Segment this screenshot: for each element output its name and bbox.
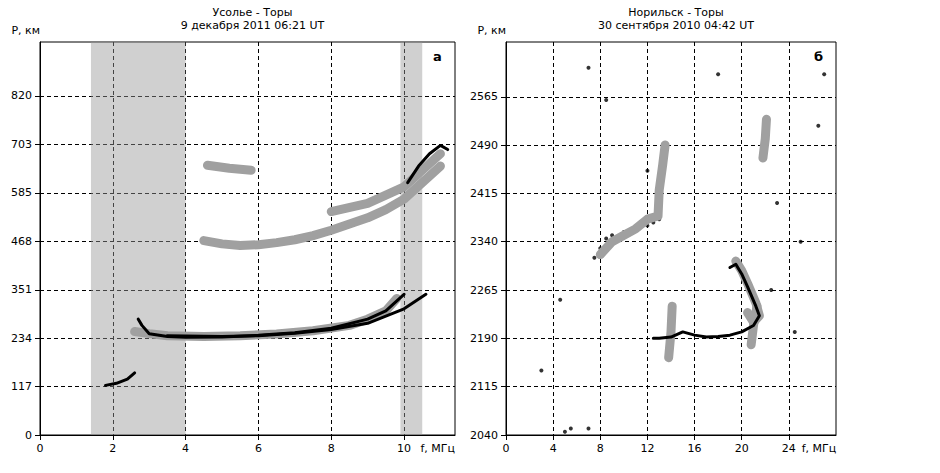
- svg-text:351: 351: [11, 283, 32, 296]
- svg-text:4: 4: [550, 442, 557, 455]
- svg-text:2: 2: [109, 442, 116, 455]
- svg-text:б: б: [814, 49, 823, 64]
- svg-text:0: 0: [503, 442, 510, 455]
- svg-text:8: 8: [597, 442, 604, 455]
- svg-text:0: 0: [37, 442, 44, 455]
- svg-text:117: 117: [11, 380, 32, 393]
- svg-text:9 декабря 2011 06:21 UT: 9 декабря 2011 06:21 UT: [181, 19, 325, 32]
- svg-text:4: 4: [182, 442, 189, 455]
- svg-text:585: 585: [11, 186, 32, 199]
- svg-text:P, км: P, км: [11, 24, 40, 37]
- svg-text:2190: 2190: [470, 332, 498, 345]
- svg-text:12: 12: [640, 442, 654, 455]
- svg-text:2340: 2340: [470, 235, 498, 248]
- svg-text:f, МГц: f, МГц: [802, 442, 837, 455]
- svg-text:8: 8: [328, 442, 335, 455]
- svg-text:Усолье - Торы: Усолье - Торы: [213, 6, 293, 19]
- svg-text:10: 10: [397, 442, 411, 455]
- svg-text:2415: 2415: [470, 187, 498, 200]
- svg-text:16: 16: [688, 442, 702, 455]
- svg-text:Норильск - Торы: Норильск - Торы: [628, 6, 723, 19]
- svg-text:2115: 2115: [470, 380, 498, 393]
- svg-text:6: 6: [255, 442, 262, 455]
- svg-text:468: 468: [11, 235, 32, 248]
- svg-text:30 сентября 2010 04:42 UT: 30 сентября 2010 04:42 UT: [598, 19, 754, 32]
- svg-text:0: 0: [25, 429, 32, 442]
- svg-text:а: а: [433, 49, 442, 64]
- svg-text:703: 703: [11, 138, 32, 151]
- svg-text:P, км: P, км: [477, 24, 506, 37]
- svg-text:2265: 2265: [470, 284, 498, 297]
- svg-text:24: 24: [782, 442, 796, 455]
- svg-text:2490: 2490: [470, 139, 498, 152]
- svg-text:f, МГц: f, МГц: [420, 442, 455, 455]
- svg-text:234: 234: [11, 332, 32, 345]
- svg-text:2565: 2565: [470, 90, 498, 103]
- svg-text:20: 20: [735, 442, 749, 455]
- svg-text:820: 820: [11, 89, 32, 102]
- svg-text:2040: 2040: [470, 429, 498, 442]
